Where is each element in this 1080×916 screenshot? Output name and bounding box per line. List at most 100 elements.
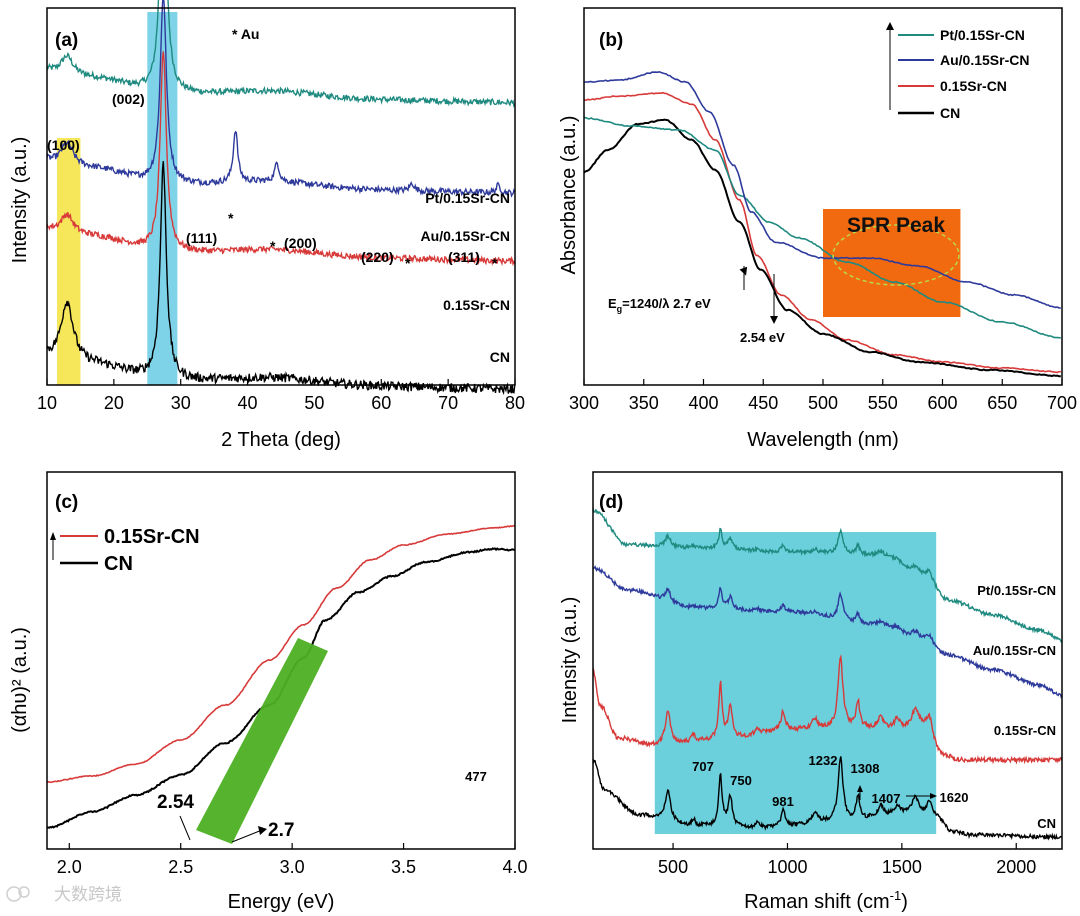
- b-eg-sub: g: [617, 304, 623, 314]
- a-highlight-100: [57, 138, 81, 385]
- a-tick-label-50: 50: [304, 393, 324, 413]
- c-tick-label-3.0: 3.0: [280, 857, 305, 877]
- d-peak-label-477: 477: [465, 769, 487, 784]
- b-254-annotation: 2.54 eV: [740, 330, 785, 345]
- a-series-line-3: [46, 161, 516, 396]
- d-series-line-3: [592, 756, 1062, 841]
- panel-c: 2.0 2.5 3.0 3.5 4.0 (c) 0.15Sr-CN CN 2.54 2.…: [9, 471, 528, 913]
- a-panel-label: (a): [55, 30, 78, 51]
- b-legend-label-au: Au/0.15Sr-CN: [940, 52, 1029, 68]
- d-plot-frame: [592, 471, 1063, 850]
- c-legend-arrow-head: [50, 532, 56, 540]
- d-tick-label-1000: 1000: [767, 857, 807, 877]
- a-x-axis-label: 2 Theta (deg): [221, 429, 341, 451]
- a-tick-label-20: 20: [104, 393, 124, 413]
- d-peak-label-981: 981: [772, 794, 794, 809]
- d-series-label-au: Au/0.15Sr-CN: [973, 643, 1056, 658]
- a-peak-label-220: (220): [361, 249, 394, 265]
- a-peak-label-111: (111): [186, 230, 217, 246]
- b-tick-label-300: 300: [569, 393, 599, 413]
- c-legend: 0.15Sr-CN CN: [50, 526, 200, 575]
- b-eg-rest: =1240/λ 2.7 eV: [622, 296, 711, 311]
- b-spr-label: SPR Peak: [847, 214, 945, 237]
- a-au-star-220: *: [405, 255, 411, 271]
- c-plot-frame: [46, 471, 516, 850]
- b-legend-arrow-head: [886, 22, 894, 30]
- b-spr-ellipse: [832, 224, 960, 286]
- c-tick-label-2.5: 2.5: [168, 857, 193, 877]
- b-x-axis-label: Wavelength (nm): [747, 429, 899, 451]
- a-tick-label-10: 10: [37, 393, 57, 413]
- d-series-line-0: [592, 508, 1063, 643]
- watermark-logo-icon-2: [18, 886, 30, 898]
- a-peak-label-311: (311): [448, 249, 480, 265]
- b-legend-label-pt: Pt/0.15Sr-CN: [940, 27, 1025, 43]
- c-series-line-0: [46, 524, 516, 784]
- b-tick-label-650: 650: [987, 393, 1017, 413]
- b-y-axis-label: Absorbance (a.u.): [558, 116, 580, 275]
- d-y-axis-label: Intensity (a.u.): [559, 597, 581, 724]
- a-series-line-1: [46, 0, 516, 198]
- a-series-label-sr: 0.15Sr-CN: [443, 297, 510, 313]
- d-peak-label-1620: 1620: [940, 790, 969, 805]
- d-highlight-region: [654, 532, 937, 834]
- d-xlabel-main: Raman shift (cm: [744, 891, 890, 913]
- b-series-group: [583, 91, 1061, 378]
- b-tick-label-700: 700: [1047, 393, 1077, 413]
- b-eg-arrow: [739, 266, 748, 276]
- d-series-label-sr: 0.15Sr-CN: [994, 723, 1056, 738]
- a-tick-label-70: 70: [438, 393, 458, 413]
- d-panel-label: (d): [599, 492, 623, 513]
- b-series-line-1: [584, 70, 1061, 309]
- b-series-line-0: [583, 116, 1061, 339]
- b-eg-main: E: [608, 296, 617, 311]
- c-tick-label-4.0: 4.0: [502, 857, 527, 877]
- a-series-line-0: [46, 0, 516, 109]
- b-tick-label-550: 550: [868, 393, 898, 413]
- b-tick-label-450: 450: [748, 393, 778, 413]
- c-legend-label-sr: 0.15Sr-CN: [104, 526, 200, 548]
- d-series-label-pt: Pt/0.15Sr-CN: [977, 583, 1056, 598]
- d-tick-label-2000: 2000: [996, 857, 1036, 877]
- a-peak-label-100: (100): [47, 137, 80, 153]
- b-panel-label: (b): [599, 30, 623, 51]
- b-254-arrow: [770, 316, 778, 324]
- d-series-line-1: [592, 565, 1063, 699]
- a-tick-label-30: 30: [171, 393, 191, 413]
- c-gap-sr-label: 2.7: [268, 820, 294, 841]
- b-x-ticks: 300 350 400 450 500 550 600 650 700: [569, 379, 1077, 413]
- a-series-label-au: Au/0.15Sr-CN: [421, 228, 510, 244]
- a-au-star-111: *: [228, 210, 234, 226]
- c-gap-sr-leader: [231, 829, 263, 843]
- b-tick-label-600: 600: [927, 393, 957, 413]
- c-tick-label-2.0: 2.0: [57, 857, 82, 877]
- c-gap-sr-arrow: [258, 826, 267, 835]
- watermark-text: 大数跨境: [54, 885, 122, 904]
- b-tick-label-350: 350: [629, 393, 659, 413]
- b-series-line-2: [583, 91, 1061, 374]
- b-legend-label-sr: 0.15Sr-CN: [940, 78, 1007, 94]
- b-eg-annotation: Eg=1240/λ 2.7 eV: [608, 296, 711, 314]
- d-series-label-cn: CN: [1037, 816, 1056, 831]
- d-series-line-2: [592, 654, 1063, 765]
- a-series-label-cn: CN: [490, 349, 510, 365]
- d-xlabel-sup: -1: [890, 888, 902, 903]
- a-au-star-200: *: [270, 238, 276, 254]
- a-au-star-311: *: [492, 255, 498, 271]
- c-tangent-band: [196, 638, 328, 844]
- panel-b: SPR Peak 300 350 400 450 500 550 600 650 700 (b)…: [558, 7, 1077, 451]
- c-gap-cn-leader: [179, 815, 191, 841]
- watermark: 大数跨境: [6, 885, 122, 904]
- b-tick-label-500: 500: [808, 393, 838, 413]
- watermark-logo-icon: [6, 886, 22, 902]
- c-legend-label-cn: CN: [104, 553, 133, 575]
- a-plot-frame: [46, 7, 516, 386]
- b-series-line-3: [583, 118, 1061, 378]
- c-x-ticks: 2.0 2.5 3.0 3.5 4.0: [57, 843, 528, 877]
- d-x-axis-label: Raman shift (cm-1): [744, 888, 908, 913]
- d-peak-label-707: 707: [692, 759, 714, 774]
- d-peak-label-1308: 1308: [851, 761, 880, 776]
- b-series-overlay: [583, 70, 1061, 339]
- c-x-axis-label: Energy (eV): [228, 891, 335, 913]
